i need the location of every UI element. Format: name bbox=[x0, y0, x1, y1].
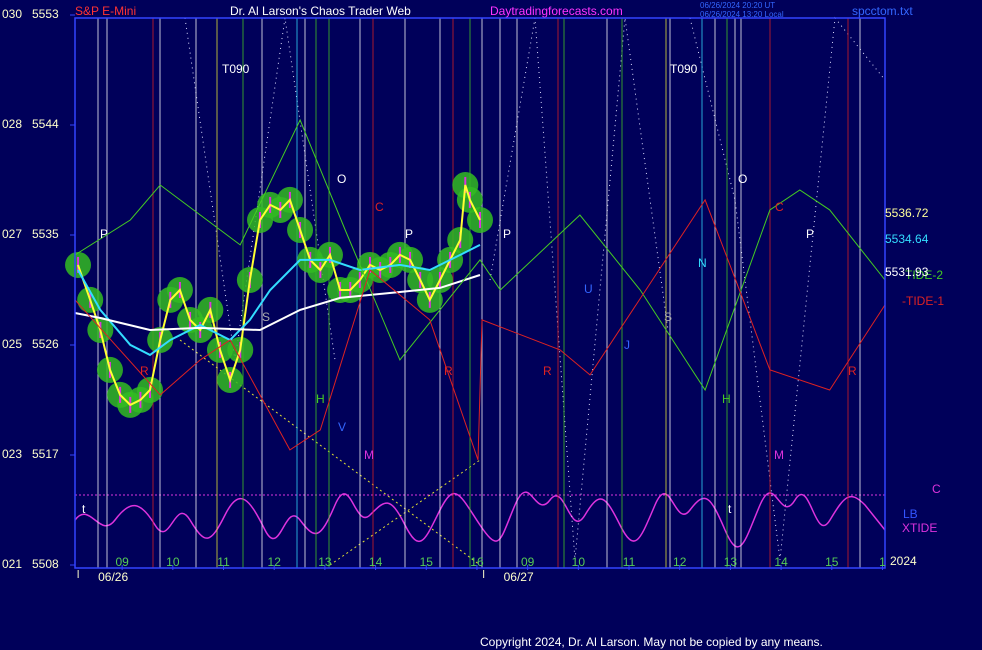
right-label: LB bbox=[903, 507, 918, 521]
right-label: XTIDE bbox=[902, 521, 937, 535]
series-line bbox=[74, 274, 481, 332]
x-tick-label: 11 bbox=[623, 555, 636, 569]
y-tick-label: 5553 bbox=[32, 7, 59, 21]
y-code-label: 030 bbox=[2, 7, 22, 21]
y-code-label: 021 bbox=[2, 557, 22, 571]
instrument: S&P E-Mini bbox=[75, 4, 136, 18]
x-tick-label: 10 bbox=[572, 555, 586, 569]
site: Daytradingforecasts.com bbox=[490, 4, 623, 18]
annotation: P bbox=[503, 227, 511, 241]
annotation: U bbox=[584, 282, 593, 296]
right-label: C bbox=[932, 482, 941, 496]
y-tick-label: 5508 bbox=[32, 557, 59, 571]
legend-label: TIDE-2 bbox=[905, 268, 943, 282]
frame bbox=[74, 17, 886, 569]
x-tick-label: 09 bbox=[115, 555, 129, 569]
x-tick-label: 12 bbox=[268, 555, 282, 569]
series-line bbox=[74, 198, 886, 461]
y-tick-label: 5517 bbox=[32, 447, 59, 461]
y-code-label: 025 bbox=[2, 337, 22, 351]
x-tick-label: 16 bbox=[470, 555, 484, 569]
x-tick-label: 15 bbox=[825, 555, 839, 569]
annotation: t bbox=[728, 502, 732, 516]
date-label: 06/26 bbox=[98, 570, 128, 584]
series-line bbox=[77, 184, 481, 407]
x-tick-label: 09 bbox=[521, 555, 535, 569]
annotation: S bbox=[664, 310, 672, 324]
x-tick-label: 13 bbox=[318, 555, 332, 569]
annotation: R bbox=[848, 364, 857, 378]
annotation: M bbox=[774, 448, 784, 462]
annotation: P bbox=[806, 227, 814, 241]
x-tick-label: 10 bbox=[166, 555, 180, 569]
annotation: R bbox=[444, 364, 453, 378]
annotation: t bbox=[82, 502, 86, 516]
annotation: C bbox=[775, 200, 784, 214]
legend-label: -TIDE-1 bbox=[902, 294, 944, 308]
annotation: M bbox=[364, 448, 374, 462]
series-line bbox=[77, 244, 481, 357]
xtide-line bbox=[74, 491, 886, 548]
chart-title: Dr. Al Larson's Chaos Trader Web bbox=[230, 4, 411, 18]
last-value: 5531.93 bbox=[885, 265, 929, 279]
annotation: J bbox=[624, 338, 630, 352]
annotation: P bbox=[100, 227, 108, 241]
x-tick-label: 12 bbox=[673, 555, 687, 569]
series-line bbox=[74, 118, 886, 392]
annotation: V bbox=[338, 420, 346, 434]
year: 2024 bbox=[890, 554, 917, 568]
file-name: spcctom.txt bbox=[852, 4, 913, 18]
annotation: H bbox=[722, 392, 731, 406]
annotation: H bbox=[316, 392, 325, 406]
x-tick-label: 14 bbox=[369, 555, 383, 569]
annotation: T090 bbox=[670, 62, 698, 76]
annotation: P bbox=[405, 227, 413, 241]
annotation: T090 bbox=[222, 62, 250, 76]
annotation: N bbox=[698, 256, 707, 270]
x-tick-label: 14 bbox=[774, 555, 788, 569]
annotation: R bbox=[140, 364, 149, 378]
y-code-label: 027 bbox=[2, 227, 22, 241]
y-tick-label: 5526 bbox=[32, 337, 59, 351]
last-value: 5534.64 bbox=[885, 232, 929, 246]
vertical-lines bbox=[97, 18, 861, 568]
annotation: S bbox=[262, 310, 270, 324]
y-tick-label: 5544 bbox=[32, 117, 59, 131]
date-label: 06/27 bbox=[504, 570, 534, 584]
timestamp: 06/26/2024 20:20 UT bbox=[700, 1, 775, 10]
y-code-label: 028 bbox=[2, 117, 22, 131]
last-value: 5536.72 bbox=[885, 206, 929, 220]
annotation: R bbox=[543, 364, 552, 378]
copyright: Copyright 2024, Dr. Al Larson. May not b… bbox=[480, 635, 823, 649]
plot-area bbox=[65, 118, 886, 461]
x-tick-label: 1 bbox=[879, 555, 886, 569]
x-tick-label: 13 bbox=[724, 555, 738, 569]
timestamp: 06/26/2024 13:20 Local bbox=[700, 10, 784, 19]
y-tick-label: 5535 bbox=[32, 227, 59, 241]
x-tick-label: 11 bbox=[217, 555, 230, 569]
cycle-line bbox=[184, 16, 886, 561]
x-tick-label: 15 bbox=[420, 555, 434, 569]
annotation: O bbox=[337, 172, 346, 186]
annotation: C bbox=[375, 200, 384, 214]
y-code-label: 023 bbox=[2, 447, 22, 461]
annotation: O bbox=[738, 172, 747, 186]
